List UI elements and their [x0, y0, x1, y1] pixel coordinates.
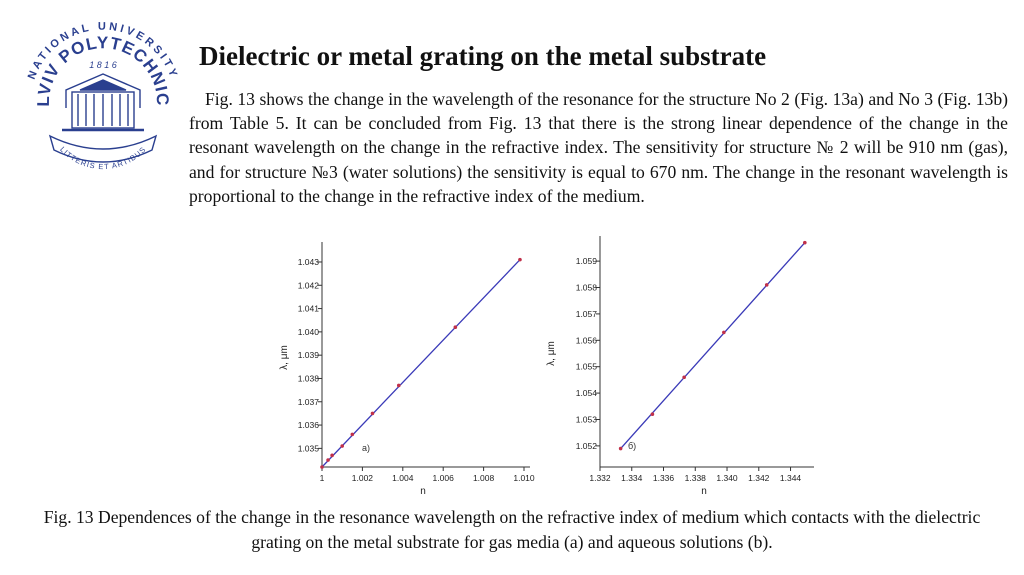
x-tick-label: 1.344: [780, 473, 802, 483]
building-icon: [62, 73, 144, 132]
x-axis-label: n: [420, 486, 426, 496]
data-point: [682, 375, 686, 380]
y-tick-label: 1.059: [576, 256, 598, 266]
series-line: [620, 242, 806, 449]
y-tick-label: 1.042: [298, 280, 320, 290]
data-point: [518, 257, 522, 262]
x-tick-label: 1.332: [589, 473, 611, 483]
university-logo: NATIONAL UNIVERSITY LVIV POLYTECHNIC 1 8…: [14, 10, 192, 188]
y-axis-label: λ, μm: [546, 341, 557, 366]
data-point: [340, 444, 344, 448]
x-tick-label: 1.006: [433, 473, 455, 483]
figure-caption: Fig. 13 Dependences of the change in the…: [43, 507, 981, 552]
data-point: [330, 453, 334, 458]
data-point: [764, 283, 769, 287]
y-tick-label: 1.038: [298, 373, 320, 383]
y-tick-label: 1.040: [298, 327, 320, 337]
y-tick-label: 1.037: [298, 397, 320, 407]
x-tick-label: 1.340: [716, 473, 738, 483]
y-tick-label: 1.036: [298, 420, 320, 430]
panel-label: б): [628, 441, 636, 451]
series-line: [321, 259, 521, 468]
data-point: [370, 411, 375, 416]
motto-banner: LITTERIS ET ARTIBUS: [48, 134, 158, 171]
y-tick-label: 1.035: [298, 443, 320, 453]
slide-paragraph: Fig. 13 shows the change in the waveleng…: [189, 89, 1008, 206]
slide-title: Dielectric or metal grating on the metal…: [199, 41, 767, 71]
x-tick-label: 1.008: [473, 473, 495, 483]
data-point: [453, 325, 458, 330]
x-tick-label: 1.336: [653, 473, 675, 483]
y-tick-label: 1.039: [298, 350, 320, 360]
data-point: [650, 412, 655, 417]
y-tick-label: 1.043: [298, 257, 320, 267]
x-tick-label: 1.334: [621, 473, 643, 483]
y-tick-label: 1.041: [298, 304, 320, 314]
x-tick-label: 1.002: [352, 473, 374, 483]
y-tick-label: 1.055: [576, 362, 598, 372]
x-tick-label: 1.338: [685, 473, 707, 483]
y-tick-label: 1.053: [576, 414, 598, 424]
y-tick-label: 1.057: [576, 309, 598, 319]
data-point: [396, 383, 401, 388]
data-point: [722, 330, 726, 335]
logo-year: 1 8 1 6: [89, 60, 117, 70]
data-point: [350, 432, 355, 437]
y-tick-label: 1.058: [576, 283, 598, 293]
data-point: [618, 446, 623, 451]
panel-label: a): [362, 443, 370, 453]
x-axis-label: n: [701, 486, 707, 496]
y-axis-label: λ, μm: [279, 345, 290, 370]
chart-b: 1.332 1.334 1.336 1.338 1.340 1.342 1.344 1.052…: [540, 234, 824, 497]
x-tick-label: 1.004: [392, 473, 414, 483]
y-tick-label: 1.056: [576, 335, 598, 345]
y-tick-label: 1.052: [576, 441, 598, 451]
y-tick-label: 1.054: [576, 388, 598, 398]
data-point: [326, 458, 330, 462]
chart-a: 1 1.002 1.004 1.006 1.008 1.010 1.035 1.036 1.03…: [276, 236, 546, 497]
chart-svg: 1.332 1.334 1.336 1.338 1.340 1.342 1.344 1.052…: [546, 234, 814, 497]
x-tick-label: 1.342: [748, 473, 770, 483]
x-tick-label: 1: [320, 473, 325, 483]
data-point: [803, 240, 807, 245]
x-tick-label: 1.010: [513, 473, 535, 483]
chart-svg: 1 1.002 1.004 1.006 1.008 1.010 1.035 1.036 1.03…: [279, 242, 535, 497]
data-point: [320, 465, 324, 469]
